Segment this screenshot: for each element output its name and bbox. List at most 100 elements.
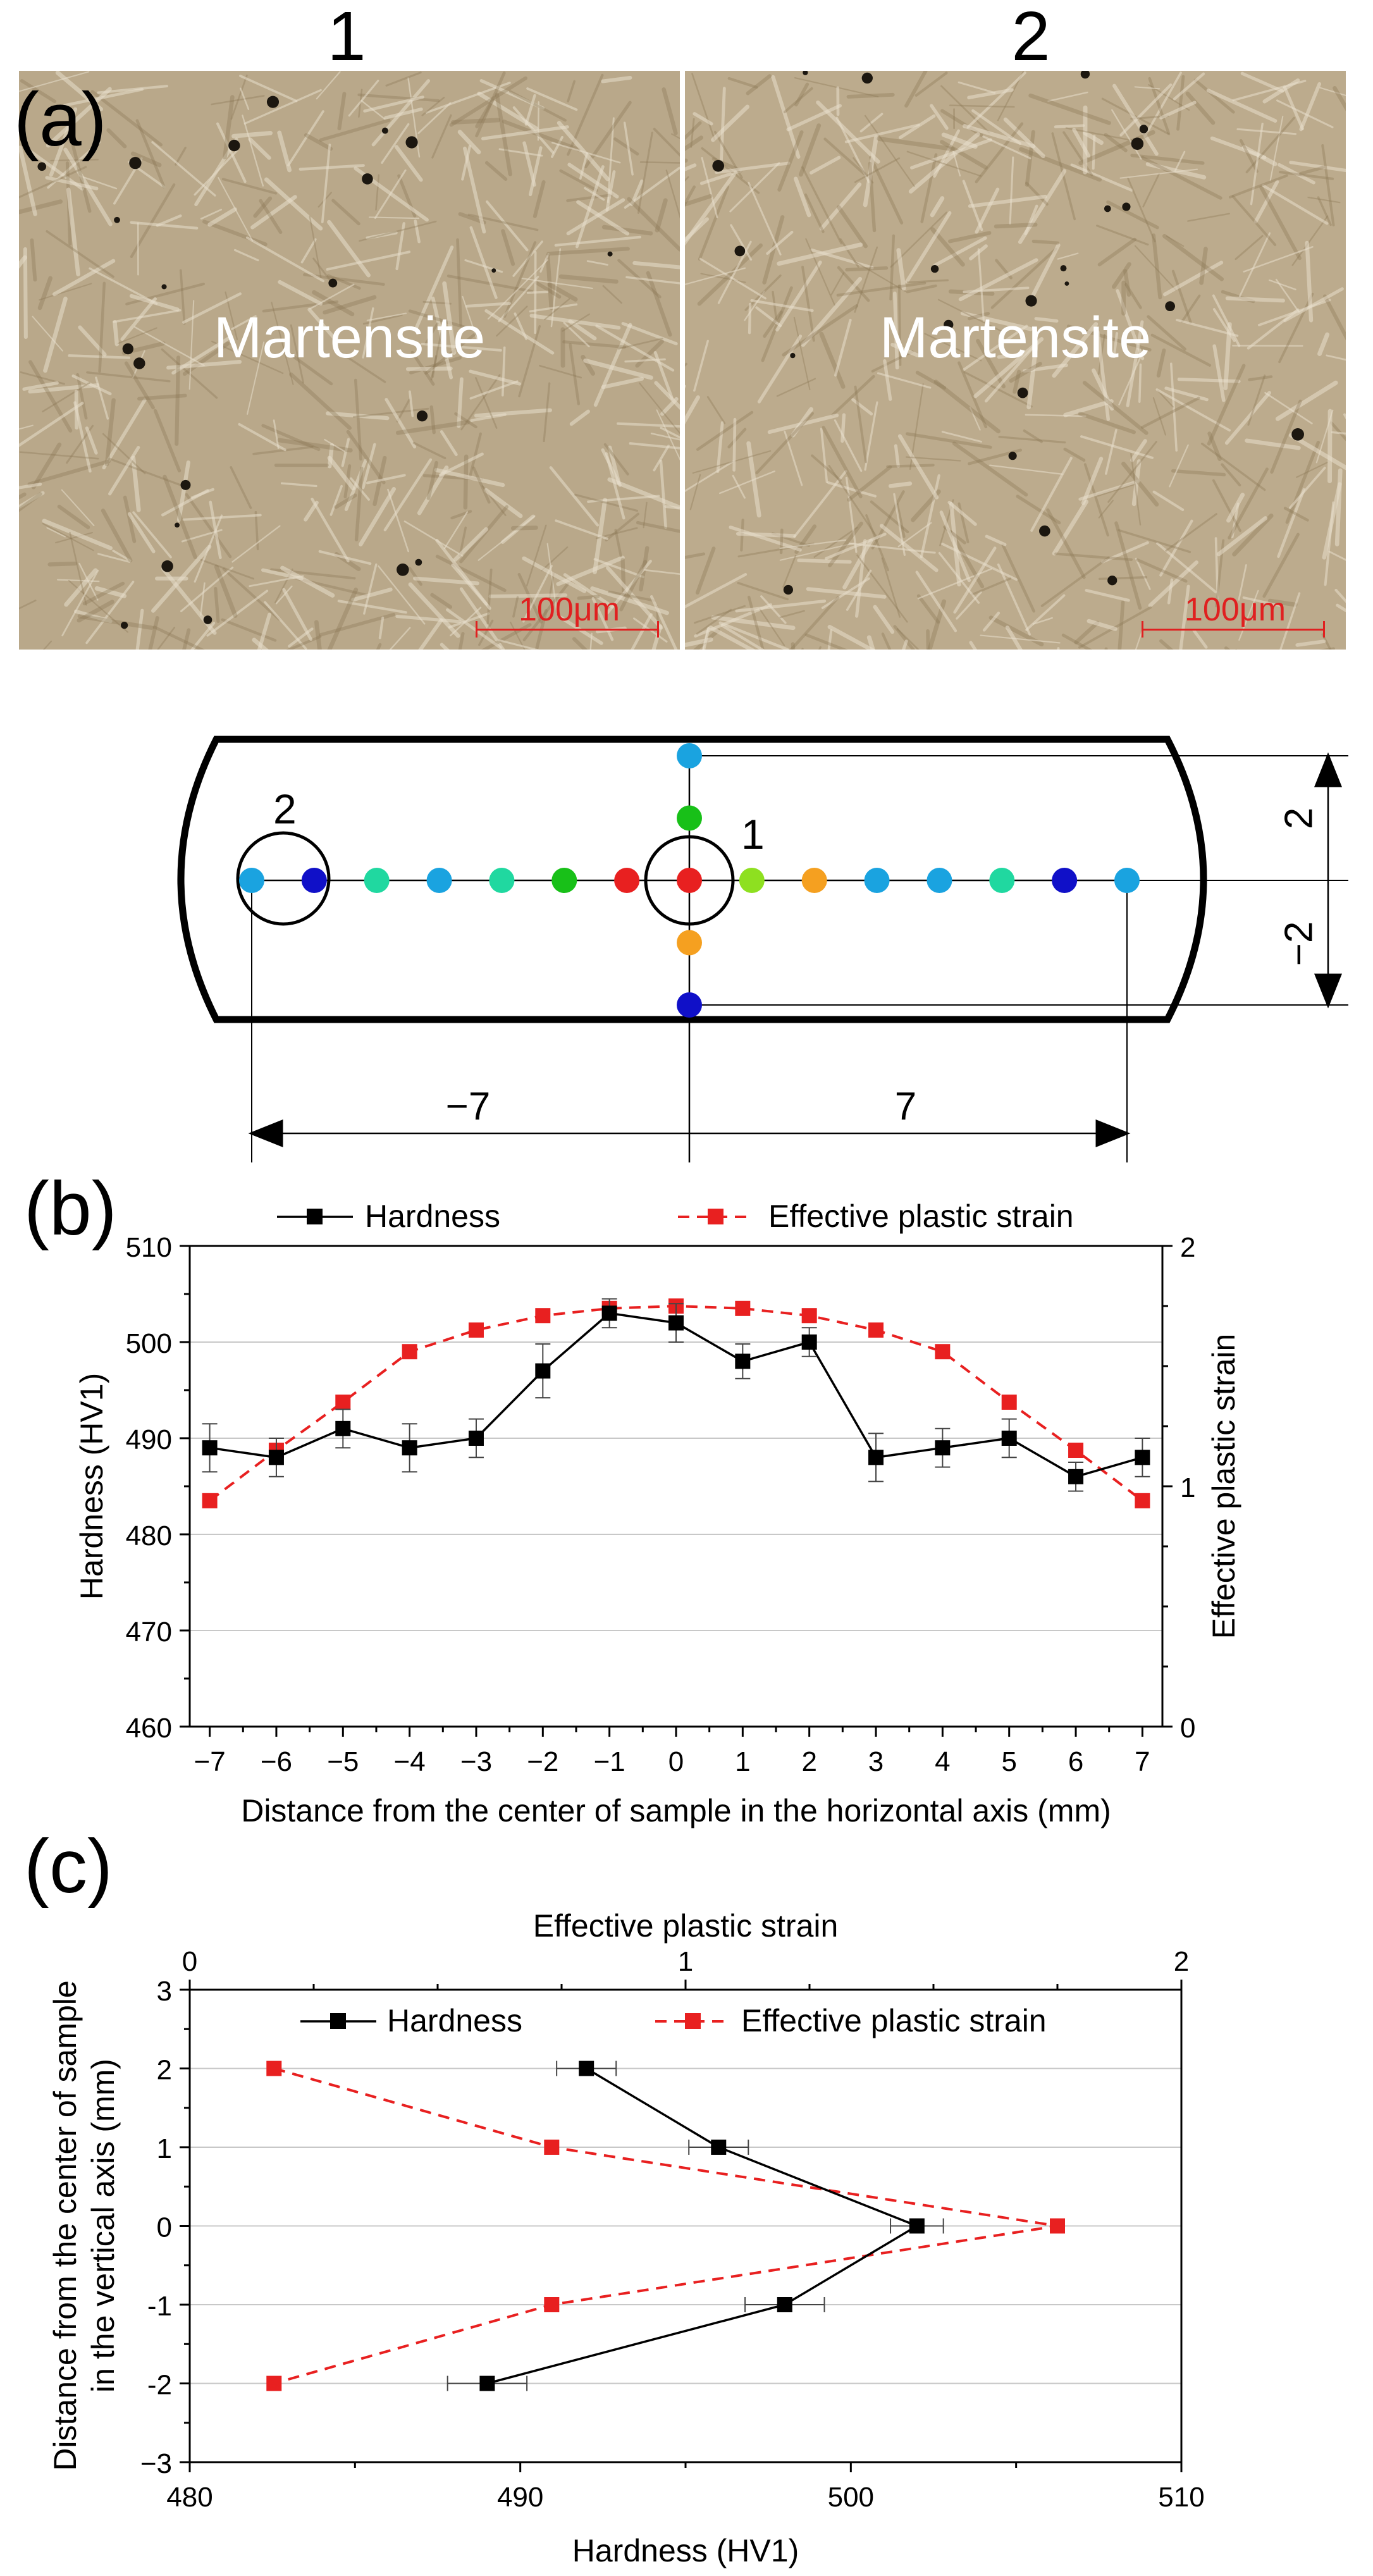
lath-dark: [801, 166, 842, 245]
lath-light: [23, 247, 28, 339]
lath-light: [366, 231, 398, 240]
lath-dark: [886, 464, 935, 468]
lath-dark: [108, 457, 186, 488]
measurement-point: [614, 868, 640, 893]
lath-light: [43, 296, 68, 373]
lath-light: [766, 230, 794, 256]
inclusion-dot: [228, 139, 240, 152]
lath-dark: [319, 613, 396, 637]
x-tick-label: 4: [935, 1746, 950, 1777]
inclusion-dot: [1107, 576, 1117, 586]
lath-light: [719, 470, 775, 495]
lath-light: [685, 163, 697, 171]
lath-light: [247, 342, 265, 415]
lath-light: [593, 323, 632, 407]
lath-dark: [548, 572, 555, 599]
lath-dark: [1165, 513, 1217, 552]
lath-dark: [690, 118, 695, 148]
lath-light: [374, 169, 407, 219]
lath-dark: [601, 225, 653, 236]
lath-light: [522, 141, 536, 187]
lath-light: [1031, 243, 1061, 297]
lath-light: [249, 575, 304, 588]
lath-light: [771, 75, 801, 159]
lath-light: [651, 624, 663, 650]
lath-light: [363, 96, 424, 113]
lath-light: [797, 558, 852, 564]
lath-light: [1104, 429, 1117, 475]
lath-dark: [804, 633, 848, 650]
lath-dark: [475, 377, 498, 429]
lath-light: [827, 481, 877, 498]
lath-light: [550, 248, 562, 328]
lath-light: [85, 426, 98, 455]
hardness-marker: [909, 2218, 925, 2234]
measurement-point: [426, 868, 452, 893]
lath-light: [1169, 444, 1189, 488]
lath-dark: [763, 310, 783, 338]
lath-dark: [539, 364, 582, 379]
lath-light: [1063, 399, 1114, 417]
lath-dark: [755, 412, 815, 474]
lath-light: [601, 76, 632, 83]
x-tick-label: 510: [1158, 2482, 1204, 2513]
lath-light: [434, 467, 505, 488]
lath-dark: [475, 99, 495, 128]
lath-light: [1216, 516, 1268, 557]
hardness-marker: [601, 1305, 617, 1321]
measurement-point: [677, 992, 702, 1018]
lath-dark: [153, 409, 182, 472]
series: [202, 1298, 1150, 1508]
lath-dark: [574, 493, 639, 512]
grid: [190, 2068, 1181, 2384]
lath-light: [469, 369, 522, 386]
lath-light: [1283, 85, 1304, 130]
inclusion-dot: [1139, 125, 1148, 133]
lath-dark: [451, 118, 501, 125]
measurement-point: [677, 930, 702, 956]
lath-light: [1119, 83, 1173, 137]
lath-light: [326, 250, 411, 271]
legend: Hardness Effective plastic strain: [277, 1199, 1074, 1234]
lath-dark: [435, 555, 507, 593]
lath-light: [584, 187, 605, 201]
lath-dark: [759, 608, 785, 646]
lath-light: [242, 114, 264, 187]
lath-light: [896, 248, 906, 291]
lath-dark: [685, 121, 702, 140]
lath-dark: [779, 610, 805, 619]
lath-light: [659, 459, 667, 529]
strain-marker: [202, 1493, 218, 1508]
strain-marker: [735, 1300, 751, 1316]
lath-light: [967, 88, 1014, 100]
lath-light: [413, 576, 479, 586]
lath-dark: [1127, 177, 1156, 243]
lath-light: [575, 165, 605, 249]
lath-dark: [789, 596, 840, 650]
lath-light: [729, 162, 780, 213]
lath-light: [997, 563, 1031, 636]
inclusion-dot: [133, 357, 145, 369]
lath-light: [521, 278, 593, 290]
strain-marker: [1135, 1493, 1150, 1508]
lath-light: [1277, 488, 1306, 558]
lath-light: [61, 489, 95, 526]
hardness-marker: [868, 1450, 884, 1465]
lath-dark: [55, 532, 93, 544]
lath-dark: [359, 220, 437, 242]
lath-light: [1024, 204, 1038, 235]
lath-dark: [1283, 507, 1309, 522]
lath-light: [435, 538, 491, 610]
hardness-marker: [579, 2061, 594, 2076]
lath-dark: [460, 374, 501, 431]
lath-dark: [541, 546, 569, 572]
lath-dark: [794, 77, 879, 97]
lath-dark: [31, 442, 62, 490]
lath-dark: [1291, 215, 1329, 266]
lath-light: [200, 209, 223, 220]
lath-light: [654, 381, 680, 410]
lath-dark: [1117, 529, 1191, 553]
lath-light: [732, 474, 746, 499]
inclusion-dot: [1008, 452, 1017, 460]
lath-dark: [261, 424, 321, 452]
